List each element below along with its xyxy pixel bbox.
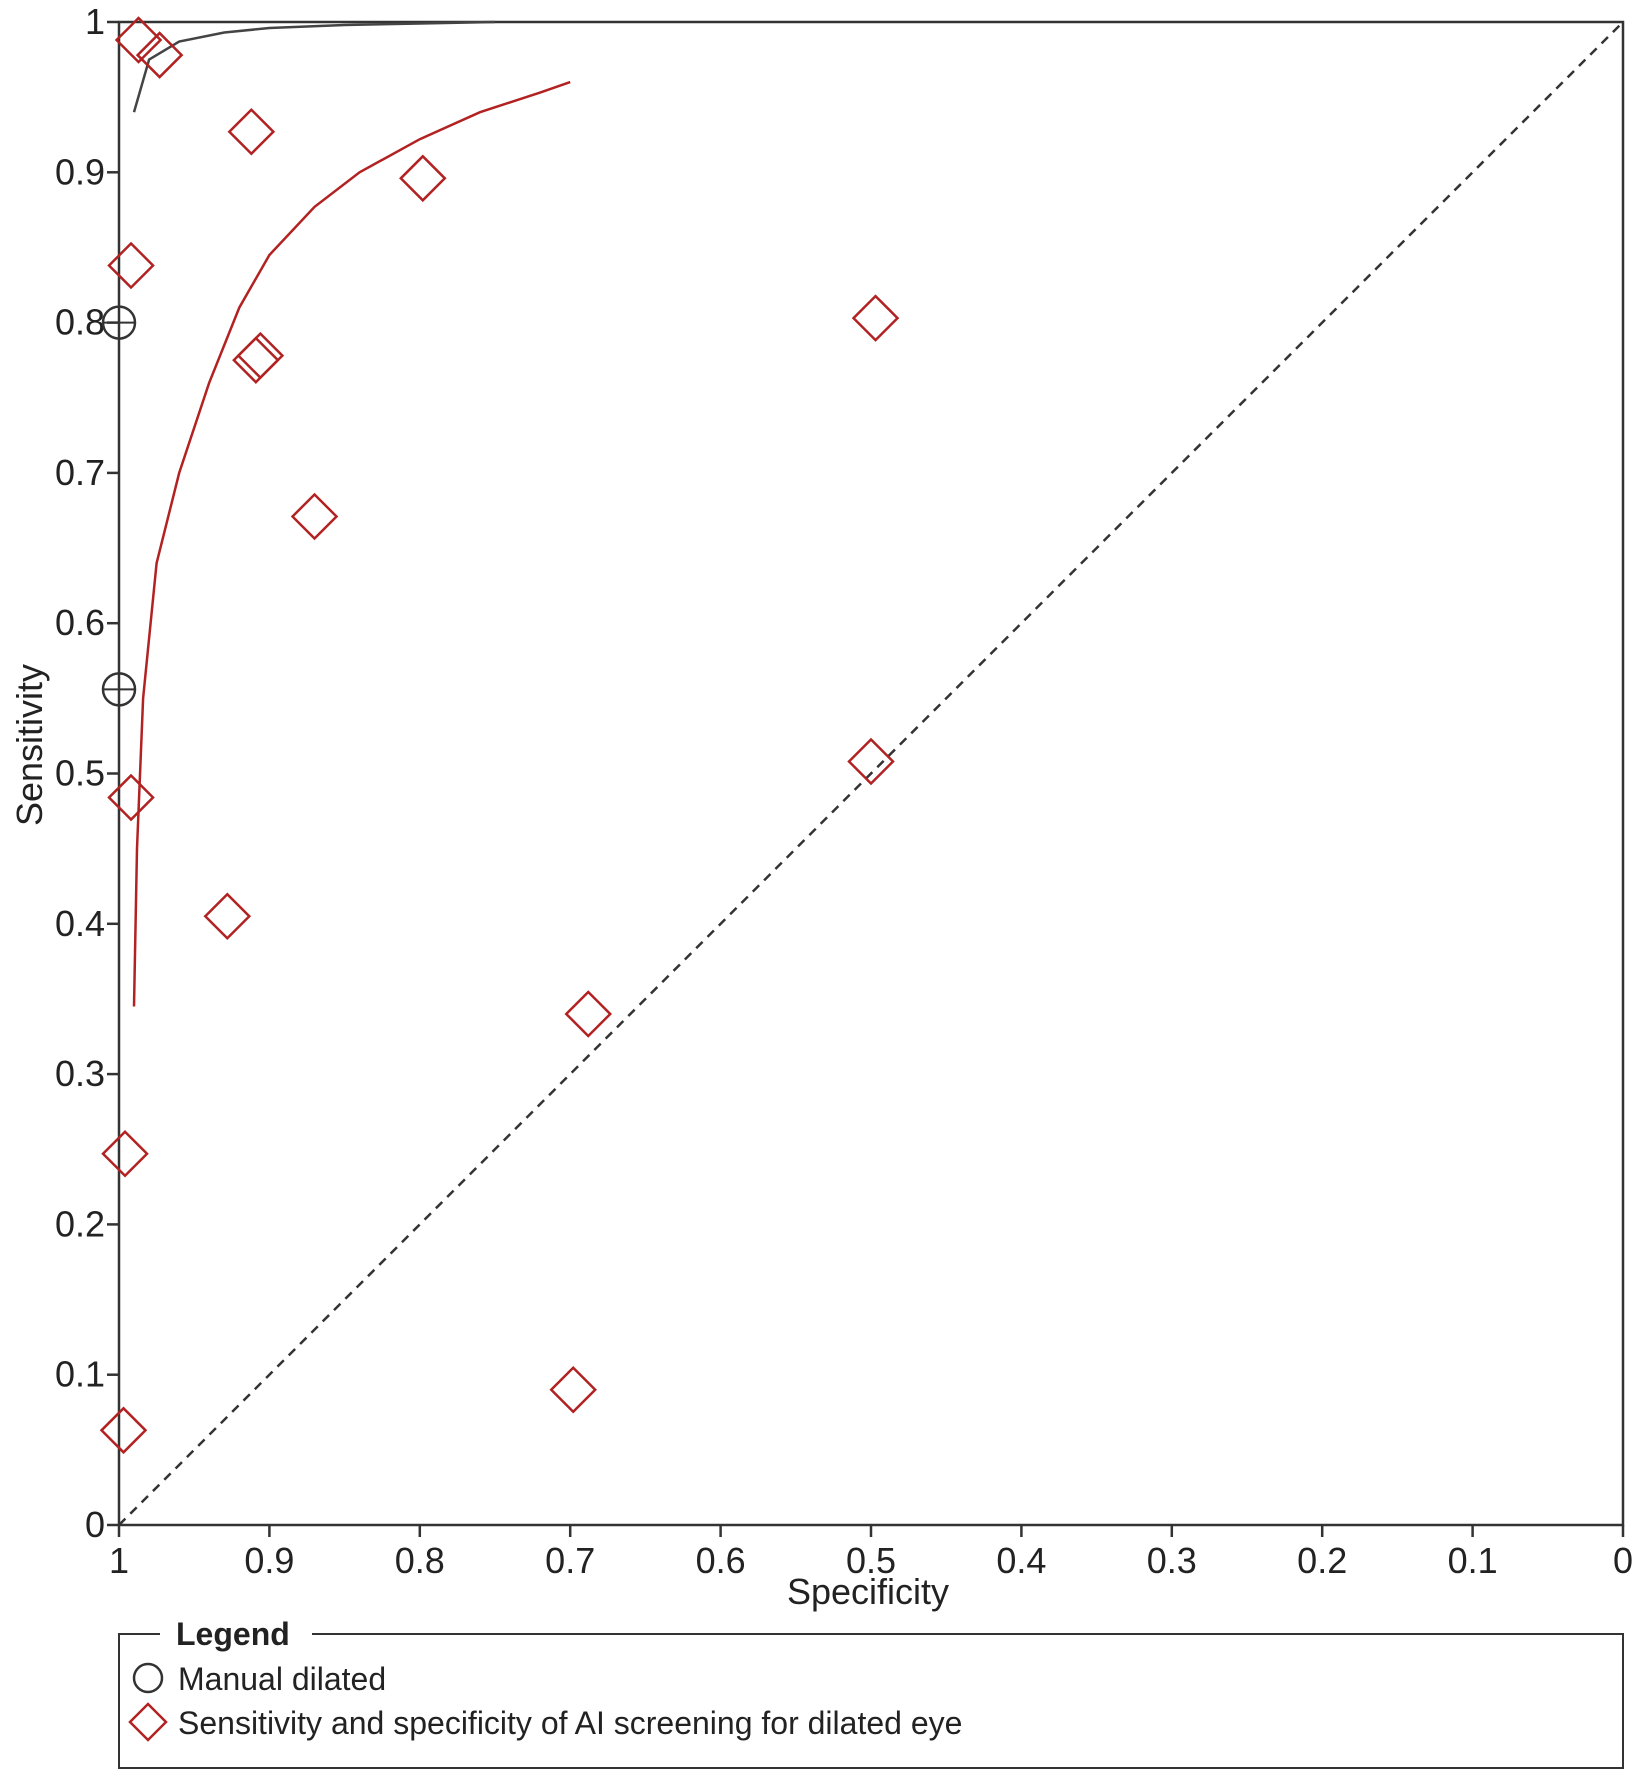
y-tick-label: 0.3 [55,1053,105,1094]
y-axis-title: Sensitivity [9,664,50,826]
legend-label-ai-screening: Sensitivity and specificity of AI screen… [178,1705,962,1741]
diamond-marker [107,773,155,822]
x-tick-label: 0.4 [996,1540,1046,1581]
diamond-marker [99,1406,148,1455]
x-tick-label: 0.2 [1297,1540,1347,1581]
diamond-marker [114,16,163,64]
diamond-marker [203,892,252,941]
diamond-marker [232,336,280,384]
x-tick-label: 0.8 [395,1540,445,1581]
y-tick-label: 0.2 [55,1203,105,1244]
legend-diamond-icon [128,1702,168,1742]
y-tick-label: 0.1 [55,1354,105,1395]
x-tick-label: 0.5 [846,1540,896,1581]
y-tick-label: 0.4 [55,903,105,944]
x-tick-label: 0.7 [545,1540,595,1581]
diamond-marker [847,737,895,786]
x-axis-title: Specificity [787,1571,949,1612]
diamond-marker [101,1129,149,1178]
y-tick-label: 0.5 [55,753,105,794]
curve-layer [132,20,571,1007]
diamond-marker [107,241,155,290]
diamond-marker [227,107,276,156]
diamond-marker [399,154,447,203]
legend-box [118,1633,1624,1769]
x-tick-label: 0.3 [1147,1540,1197,1581]
legend-label-manual-dilated: Manual dilated [178,1661,386,1697]
y-tick-label: 0.9 [55,151,105,192]
x-tick-label: 0.6 [696,1540,746,1581]
marker-layer [99,16,900,1455]
x-tick-label: 0.1 [1448,1540,1498,1581]
diamond-marker [135,31,184,79]
y-tick-label: 0 [85,1504,105,1545]
diamond-marker [564,990,613,1038]
x-tick-label: 0.9 [244,1540,294,1581]
reference-diagonal-line [118,21,1624,1526]
diamond-marker [851,294,900,342]
legend-title-backdrop [160,1614,312,1654]
legend-circle-icon [132,1662,164,1694]
y-tick-label: 0.6 [55,602,105,643]
sroc-curve-manual-dilated [132,20,496,113]
x-tick-label: 1 [109,1540,129,1581]
legend: Legend Manual dilated Sensitivity and sp… [118,1614,1624,1769]
y-tick-label: 0.7 [55,452,105,493]
diamond-marker [549,1365,597,1414]
diamond-marker [290,492,339,541]
y-tick-label: 0.8 [55,302,105,343]
y-tick-label: 1 [85,1,105,42]
sroc-curve-ai-screening [132,80,571,1007]
axes-layer: 1 0.9 0.8 0.7 0.6 0.5 0.4 0.3 0.2 0.1 0 0 0.1 0.2 0.3 0… [55,1,1633,1581]
legend-title: Legend [176,1616,290,1652]
x-tick-label: 0 [1613,1540,1633,1581]
